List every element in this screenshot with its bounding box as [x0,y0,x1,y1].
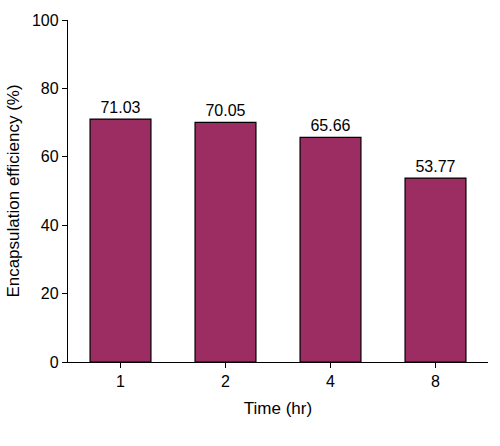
svg-text:53.77: 53.77 [415,158,455,175]
svg-text:2: 2 [221,373,230,390]
svg-text:0: 0 [50,354,59,371]
svg-text:100: 100 [32,12,59,29]
svg-text:80: 80 [41,80,59,97]
svg-text:60: 60 [41,148,59,165]
svg-text:71.03: 71.03 [100,99,140,116]
svg-text:65.66: 65.66 [310,117,350,134]
svg-text:4: 4 [326,373,335,390]
svg-text:Time (hr): Time (hr) [244,399,312,418]
svg-text:8: 8 [431,373,440,390]
svg-text:1: 1 [116,373,125,390]
svg-text:70.05: 70.05 [205,102,245,119]
svg-text:40: 40 [41,217,59,234]
svg-text:20: 20 [41,285,59,302]
svg-text:Encapsulation efficiency (%): Encapsulation efficiency (%) [4,84,23,297]
